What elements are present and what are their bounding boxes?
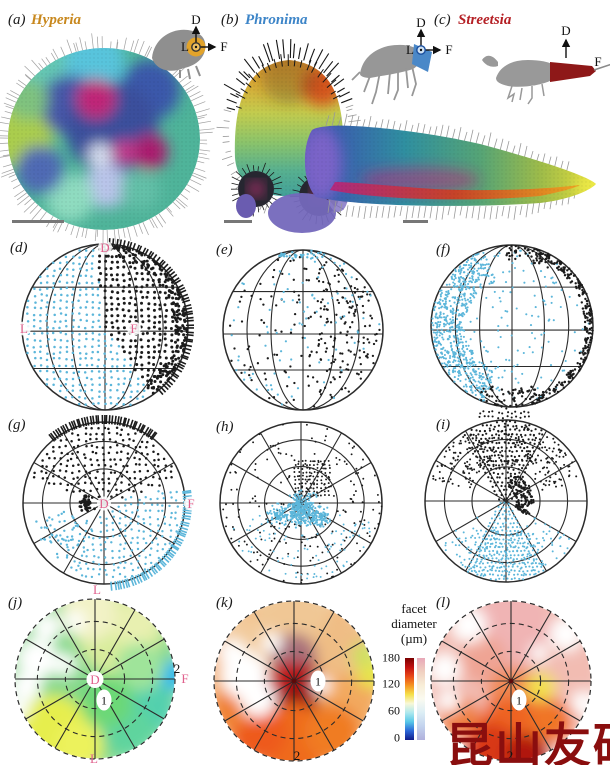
svg-text:2: 2 [294, 748, 301, 763]
colorbar-tick-180: 180 [382, 650, 400, 665]
panel-h-plot [219, 421, 383, 585]
svg-text:2: 2 [507, 748, 514, 763]
panel-j-plot: D F L 2 1 [14, 598, 189, 765]
panel-letter-k: (k) [216, 595, 233, 611]
scale-bar-c [403, 220, 428, 223]
svg-text:2: 2 [174, 661, 181, 676]
panel-letter-b: (b) [221, 12, 239, 28]
colorbar-tick-120: 120 [382, 676, 400, 691]
hyperia-silhouette: DFL [152, 12, 228, 80]
colorbar-ticks: 180 120 60 0 [372, 651, 400, 745]
svg-text:D: D [100, 240, 109, 255]
svg-text:D: D [99, 496, 108, 511]
svg-text:F: F [181, 671, 188, 686]
svg-text:F: F [187, 496, 194, 511]
panel-k-plot: 21 [213, 600, 375, 763]
panel-letter-a: (a) [8, 12, 26, 28]
panel-i-plot [424, 405, 588, 583]
panel-letter-c: (c) [434, 12, 451, 28]
svg-text:1: 1 [315, 675, 321, 689]
colorbar-title-line2: diameter [391, 616, 437, 631]
svg-text:L: L [90, 751, 98, 765]
svg-text:F: F [130, 321, 137, 336]
scale-bar-a [12, 220, 64, 223]
panel-letter-d: (d) [10, 240, 28, 256]
svg-text:L: L [20, 321, 28, 336]
colorbar-title-line1: facet [401, 601, 427, 616]
scale-bar-b [224, 220, 252, 223]
colorbar-tick-0: 0 [394, 730, 400, 745]
panel-letter-i: (i) [436, 417, 451, 433]
panel-g-plot: D F L [22, 414, 198, 597]
svg-text:1: 1 [101, 694, 107, 708]
colorbar-gradient-saturated [405, 658, 414, 740]
species-name-streetsia: Streetsia [458, 12, 512, 28]
hyperia-eye-image [0, 33, 215, 245]
colorbar-gradient-pale [417, 658, 425, 740]
colorbar-tick-60: 60 [388, 703, 400, 718]
svg-text:D: D [90, 672, 99, 687]
panel-letter-j: (j) [8, 595, 23, 611]
panel-f-plot [430, 244, 594, 408]
row1-eye-reconstructions: DFL DFL DF [0, 12, 610, 245]
svg-text:L: L [93, 582, 101, 597]
species-name-phronima: Phronima [245, 12, 308, 28]
panel-l-plot: 21 [430, 600, 592, 763]
phronima-silhouette: DFL [351, 15, 453, 105]
panel-letter-f: (f) [436, 242, 451, 258]
colorbar-title-line3: (µm) [400, 631, 428, 646]
panel-letter-e: (e) [216, 242, 233, 258]
panel-letter-h: (h) [216, 419, 234, 435]
watermark-text: 昆山友硕 [446, 719, 610, 765]
panel-letter-l: (l) [436, 595, 451, 611]
species-name-hyperia: Hyperia [31, 12, 81, 28]
colorbar-title: facet diameter (µm) [380, 601, 448, 646]
panel-e-plot [222, 249, 384, 411]
panel-letter-g: (g) [8, 417, 26, 433]
svg-text:1: 1 [516, 694, 522, 708]
panel-d-plot: D L F [17, 238, 195, 411]
streetsia-silhouette: DF [482, 23, 610, 105]
